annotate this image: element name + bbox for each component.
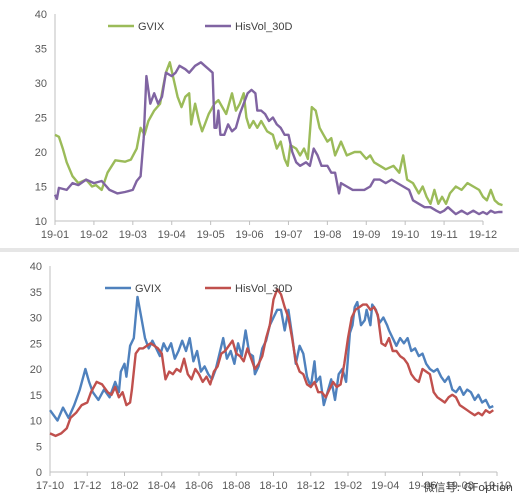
x-tick-label: 19-09 <box>352 229 380 241</box>
y-tick-label: 30 <box>35 78 47 90</box>
x-tick-label: 19-02 <box>334 480 362 492</box>
x-tick-label: 19-06 <box>235 229 263 241</box>
legend-label: HisVol_30D <box>235 283 293 295</box>
x-tick-label: 19-07 <box>274 229 302 241</box>
legend-label: HisVol_30D <box>235 21 293 33</box>
x-tick-label: 19-11 <box>430 229 457 241</box>
y-tick-label: 10 <box>30 416 42 428</box>
gvix-hisvol-2019-chart: 10 15 20 25 30 35 40 19-01 19-02 19-03 19-04 19-05 1… <box>35 9 503 241</box>
series-line-gvix <box>54 61 503 207</box>
wechat-watermark: 微信号: GFoption <box>423 481 513 494</box>
series-line-hisvol-30d <box>49 288 494 438</box>
y-tick-label: 35 <box>35 44 47 56</box>
x-tick-label: 19-06 <box>408 480 436 492</box>
legend-label: GVIX <box>135 283 162 295</box>
x-tick-label: 19-10 <box>391 229 419 241</box>
series-line-gvix <box>49 295 494 422</box>
y-tick-label: 20 <box>30 364 42 376</box>
x-tick-label: 18-04 <box>148 480 176 492</box>
x-tick-label: 19-08 <box>313 229 341 241</box>
x-tick-label: 19-01 <box>41 229 69 241</box>
y-tick-label: 20 <box>35 147 47 159</box>
x-tick-label: 18-06 <box>185 480 213 492</box>
x-tick-label: 19-03 <box>119 229 147 241</box>
x-tick-label: 19-10 <box>483 480 511 492</box>
gvix-hisvol-2017-2019-chart: 0 5 10 15 20 25 30 35 40 17-10 17-12 18-02 18-04 18-0… <box>30 261 511 492</box>
x-tick-label: 19-12 <box>469 229 497 241</box>
x-tick-label: 19-04 <box>158 229 186 241</box>
x-tick-label: 19-04 <box>371 480 399 492</box>
y-tick-label: 0 <box>36 467 42 479</box>
chart-panel-top: 10 15 20 25 30 35 40 19-01 19-02 19-03 19-04 19-05 1… <box>0 0 519 248</box>
x-tick-label: 18-12 <box>297 480 325 492</box>
x-tick-label: 17-10 <box>36 480 64 492</box>
x-tick-label: 19-05 <box>197 229 225 241</box>
x-tick-label: 18-02 <box>110 480 138 492</box>
y-tick-label: 5 <box>36 441 42 453</box>
chart-panel-bottom: 0 5 10 15 20 25 30 35 40 17-10 17-12 18-02 18-04 18-0… <box>0 252 519 501</box>
y-tick-label: 25 <box>35 113 47 125</box>
panel-divider <box>0 248 519 252</box>
y-tick-label: 30 <box>30 313 42 325</box>
x-tick-label: 18-10 <box>259 480 287 492</box>
y-tick-label: 10 <box>35 216 47 228</box>
y-tick-label: 40 <box>35 9 47 21</box>
y-tick-label: 25 <box>30 338 42 350</box>
x-tick-label: 17-12 <box>73 480 101 492</box>
series-line-hisvol-30d <box>53 61 503 216</box>
y-tick-label: 40 <box>30 261 42 273</box>
y-tick-label: 35 <box>30 287 42 299</box>
x-tick-label: 19-08 <box>446 480 474 492</box>
x-tick-label: 19-02 <box>80 229 108 241</box>
y-tick-label: 15 <box>35 182 47 194</box>
y-tick-label: 15 <box>30 390 42 402</box>
x-tick-label: 18-08 <box>222 480 250 492</box>
legend-label: GVIX <box>138 21 165 33</box>
